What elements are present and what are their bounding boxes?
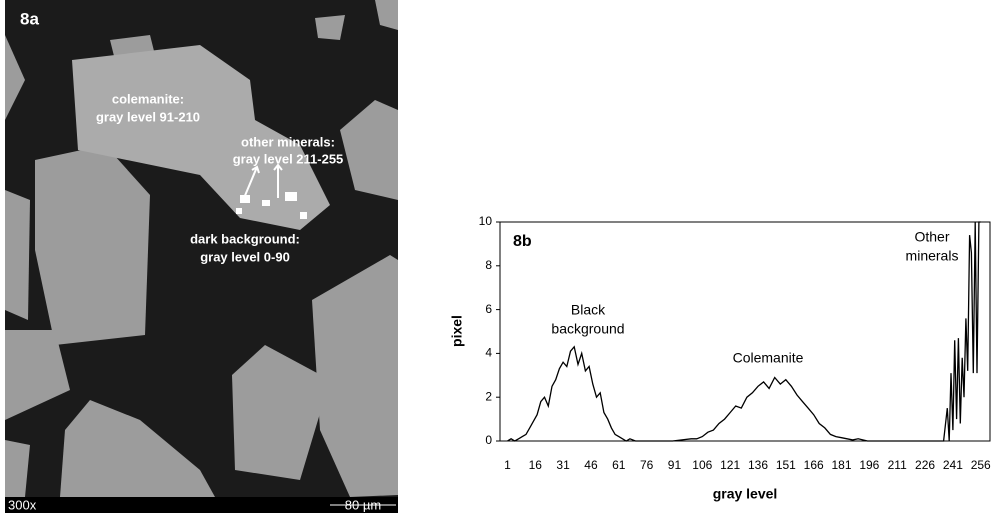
x-tick-label: 61 — [612, 458, 626, 472]
x-axis-label: gray level — [713, 486, 778, 502]
x-tick-label: 196 — [859, 458, 879, 472]
scale-label: 80 µm — [345, 497, 381, 512]
image-label: gray level 0-90 — [200, 249, 290, 264]
annotation: Colemanite — [733, 350, 804, 366]
image-label: dark background: — [190, 231, 300, 246]
x-tick-label: 226 — [915, 458, 935, 472]
y-axis-label: pixel — [449, 315, 465, 347]
x-tick-label: 91 — [668, 458, 682, 472]
panel-label: 8a — [20, 9, 39, 28]
x-tick-label: 46 — [584, 458, 598, 472]
figure: 8a colemanite: gray level 91-210 other m… — [0, 0, 1007, 513]
x-tick-label: 1 — [504, 458, 511, 472]
annotation: minerals — [906, 248, 959, 264]
annotation: background — [551, 321, 624, 337]
annotation: Black — [571, 302, 606, 318]
image-label: colemanite: — [112, 91, 184, 106]
page: 8a colemanite: gray level 91-210 other m… — [0, 0, 1007, 513]
x-tick-label: 16 — [529, 458, 543, 472]
image-label: gray level 211-255 — [233, 151, 344, 166]
image-label: gray level 91-210 — [96, 109, 200, 124]
x-tick-label: 76 — [640, 458, 654, 472]
annotation: Other — [914, 229, 949, 245]
y-tick-label: 0 — [485, 433, 492, 447]
x-tick-label: 241 — [943, 458, 963, 472]
y-tick-label: 10 — [479, 214, 493, 228]
x-tick-label: 151 — [776, 458, 796, 472]
panel-label: 8b — [513, 233, 532, 250]
x-tick-label: 31 — [556, 458, 570, 472]
x-tick-label: 106 — [692, 458, 712, 472]
y-tick-label: 4 — [485, 346, 492, 360]
x-tick-label: 256 — [971, 458, 991, 472]
x-tick-label: 136 — [748, 458, 768, 472]
y-tick-label: 8 — [485, 258, 492, 272]
y-tick-label: 2 — [485, 389, 492, 403]
x-tick-label: 166 — [804, 458, 824, 472]
x-tick-label: 181 — [831, 458, 851, 472]
sem-image: 8a colemanite: gray level 91-210 other m… — [5, 0, 398, 513]
y-tick-label: 6 — [485, 302, 492, 316]
magnification: 300x — [8, 497, 37, 512]
image-label: other minerals: — [241, 134, 335, 149]
x-tick-label: 121 — [720, 458, 740, 472]
x-tick-label: 211 — [888, 458, 907, 472]
